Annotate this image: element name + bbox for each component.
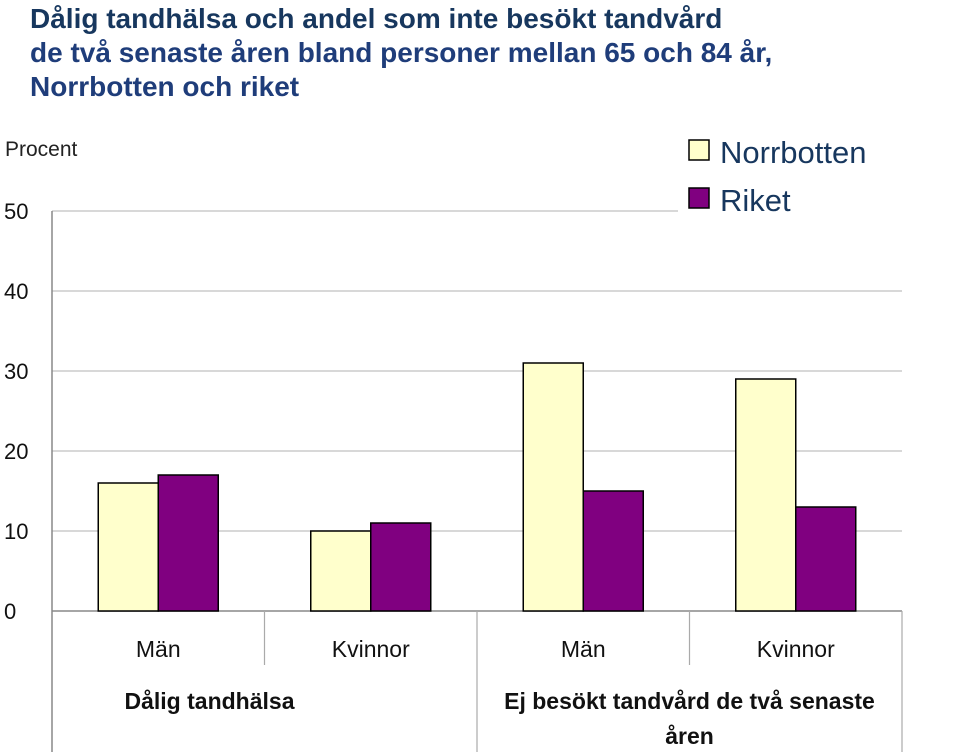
bar-norrbotten-1: [310, 530, 372, 612]
bar-norrbotten-0: [97, 482, 159, 612]
y-axis-label: Procent: [5, 138, 78, 161]
title-line-1: Dålig tandhälsa och andel som inte besök…: [30, 3, 723, 34]
title-line-3: Norrbotten och riket: [30, 71, 300, 102]
legend-swatch-riket: [688, 187, 710, 209]
y-tick-label: 40: [4, 279, 28, 304]
bar-riket-2: [582, 490, 644, 612]
legend-box: [678, 130, 902, 220]
y-tick-label: 30: [4, 359, 28, 384]
category-label: Män: [561, 636, 606, 662]
bar-riket-1: [370, 522, 432, 612]
legend-swatch-norrbotten: [688, 139, 710, 161]
bar-norrbotten-2: [522, 362, 584, 612]
category-label: Kvinnor: [332, 636, 410, 662]
y-tick-label: 50: [4, 199, 28, 224]
bar-riket-0: [157, 474, 219, 612]
legend-label-norrbotten: Norrbotten: [720, 135, 866, 170]
chart-title: Dålig tandhälsa och andel som inte besök…: [30, 2, 950, 104]
category-label: Män: [136, 636, 181, 662]
y-tick-label: 0: [4, 599, 16, 624]
legend-label-riket: Riket: [720, 183, 791, 218]
title-line-2: de två senaste åren bland personer mella…: [30, 37, 773, 68]
group-label: Ej besökt tandvård de två senaste: [504, 688, 875, 714]
bar-norrbotten-3: [735, 378, 797, 612]
y-tick-label: 10: [4, 519, 28, 544]
group-label: Dålig tandhälsa: [125, 688, 295, 714]
y-tick-label: 20: [4, 439, 28, 464]
bar-riket-3: [795, 506, 857, 612]
category-label: Kvinnor: [757, 636, 835, 662]
group-label: åren: [665, 723, 714, 749]
